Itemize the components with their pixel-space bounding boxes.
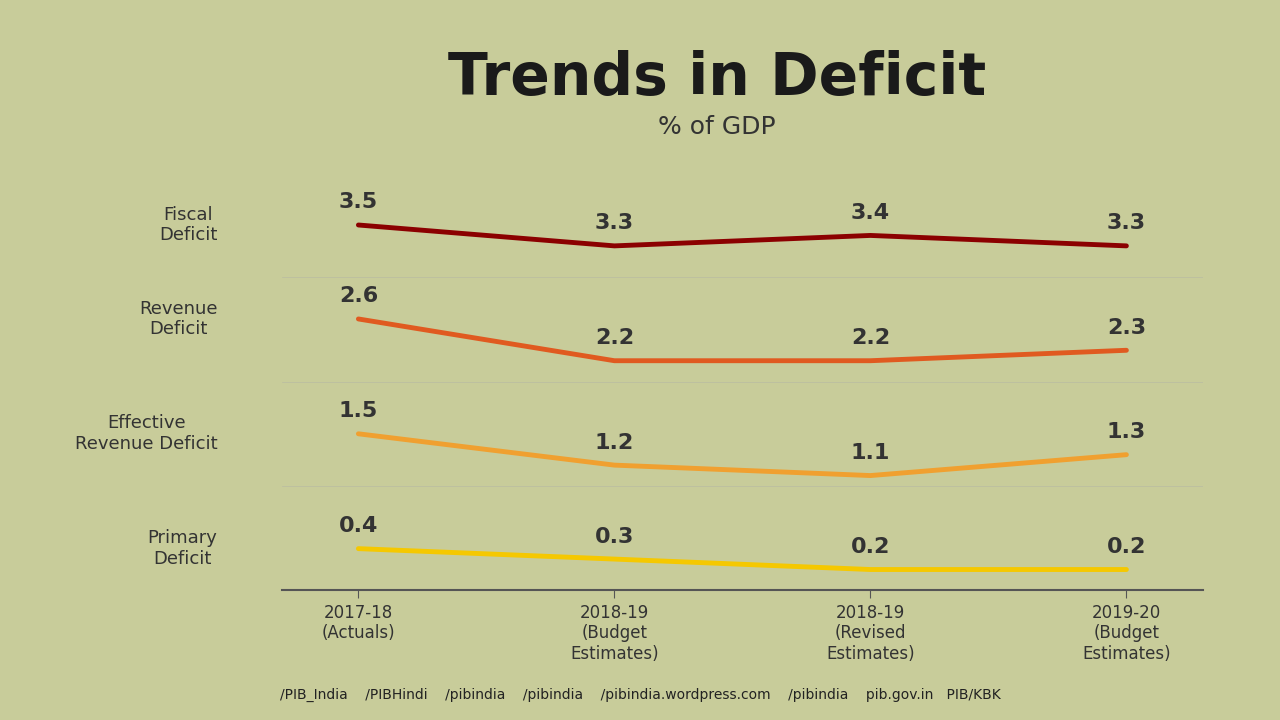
- Text: 1.2: 1.2: [595, 433, 634, 453]
- Text: 3.3: 3.3: [1107, 213, 1146, 233]
- Text: 2.2: 2.2: [595, 328, 634, 348]
- Text: Trends in Deficit: Trends in Deficit: [448, 50, 986, 107]
- Text: /PIB_India    /PIBHindi    /pibindia    /pibindia    /pibindia.wordpress.com    : /PIB_India /PIBHindi /pibindia /pibindia…: [279, 688, 1001, 702]
- Text: 0.2: 0.2: [1107, 537, 1146, 557]
- Text: 1.3: 1.3: [1107, 422, 1146, 442]
- Text: Revenue
Deficit: Revenue Deficit: [140, 300, 218, 338]
- Text: 3.5: 3.5: [339, 192, 378, 212]
- Text: 2.3: 2.3: [1107, 318, 1146, 338]
- Text: 3.4: 3.4: [851, 203, 890, 223]
- Text: 2.6: 2.6: [339, 287, 378, 307]
- Text: 1.1: 1.1: [851, 443, 890, 463]
- Text: 1.5: 1.5: [339, 401, 378, 421]
- Text: 0.4: 0.4: [339, 516, 378, 536]
- Text: 2.2: 2.2: [851, 328, 890, 348]
- Text: Effective
Revenue Deficit: Effective Revenue Deficit: [76, 415, 218, 453]
- Text: 0.2: 0.2: [851, 537, 890, 557]
- Text: % of GDP: % of GDP: [658, 115, 776, 139]
- Text: Primary
Deficit: Primary Deficit: [147, 529, 218, 568]
- Text: 0.3: 0.3: [595, 526, 634, 546]
- Text: Fiscal
Deficit: Fiscal Deficit: [159, 206, 218, 244]
- Text: 3.3: 3.3: [595, 213, 634, 233]
